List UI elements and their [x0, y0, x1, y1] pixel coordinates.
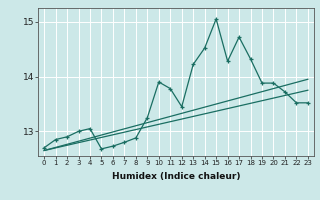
X-axis label: Humidex (Indice chaleur): Humidex (Indice chaleur) [112, 172, 240, 181]
